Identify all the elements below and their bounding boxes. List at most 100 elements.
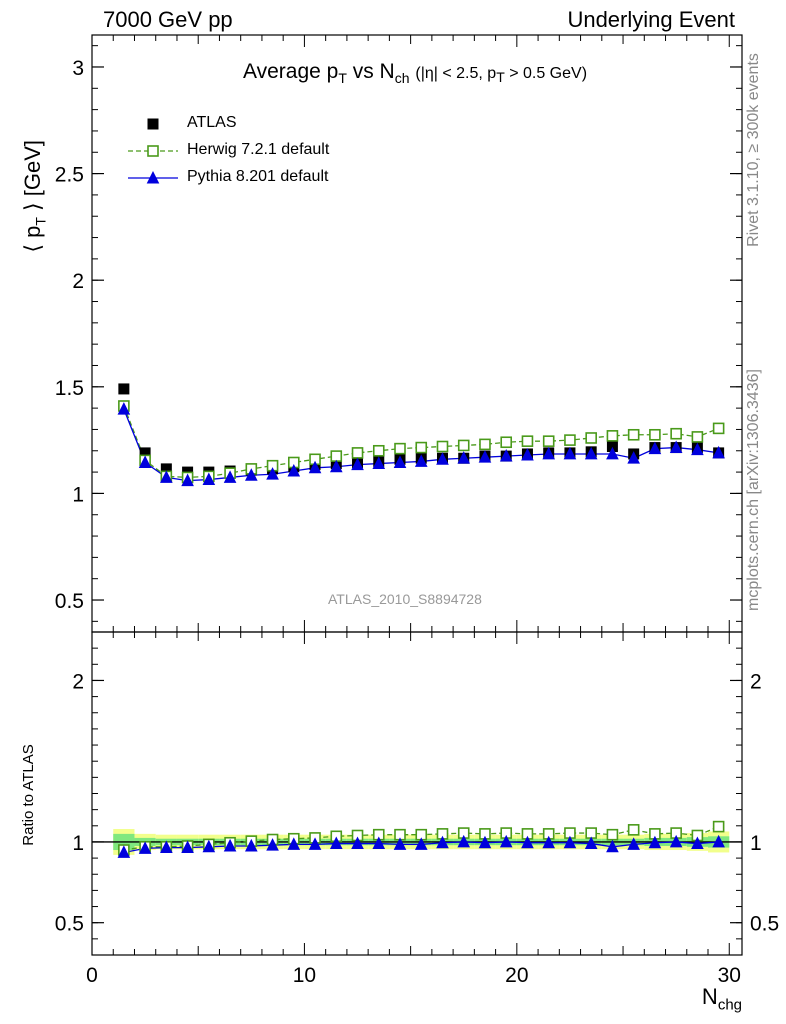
herwig-point xyxy=(479,438,491,451)
lower-ytick-label-right: 0.5 xyxy=(750,913,779,936)
pythia-point xyxy=(691,442,704,456)
pythia-point xyxy=(712,445,725,459)
legend-marker-atlas xyxy=(147,118,159,130)
pythia-point xyxy=(414,454,428,467)
ratio-pythia-point xyxy=(414,837,428,850)
upper-ytick-label: 2.5 xyxy=(55,164,84,187)
ratio-panel: 0.5 0.51 12 20 10 20 30 xyxy=(55,631,779,987)
pythia-point xyxy=(223,470,237,483)
analysis-category: Underlying Event xyxy=(567,7,735,32)
pythia-point xyxy=(499,449,513,462)
ratio-pythia-point xyxy=(669,834,683,848)
herwig-point xyxy=(372,444,385,457)
pythia-point xyxy=(627,451,640,464)
x-tick-label: 20 xyxy=(505,964,528,987)
upper-ytick-label: 3 xyxy=(72,57,84,80)
x-tick-label: 0 xyxy=(86,964,98,987)
ratio-pythia-point xyxy=(181,840,194,854)
ratio-pythia-point xyxy=(563,835,577,849)
upper-panel: 0.5 1 1.5 2 2.5 3 xyxy=(55,34,743,633)
ratio-pythia-point xyxy=(499,834,513,848)
pythia-point xyxy=(478,450,492,463)
ratio-pythia-point xyxy=(648,835,662,849)
pythia-point xyxy=(138,455,152,468)
x-axis-title: Nchg xyxy=(701,984,742,1014)
collision-label: 7000 GeV pp xyxy=(103,7,233,32)
ratio-pythia-point xyxy=(202,839,216,853)
herwig-point xyxy=(627,428,640,441)
herwig-point xyxy=(585,432,597,444)
pythia-point xyxy=(329,459,343,473)
pythia-point xyxy=(245,468,258,481)
herwig-point xyxy=(542,435,555,447)
ratio-herwig-point xyxy=(712,820,725,833)
ratio-pythia-point xyxy=(223,838,237,852)
pythia-point xyxy=(287,463,301,477)
ratio-pythia-point xyxy=(287,837,301,850)
herwig-point xyxy=(670,427,682,440)
pythia-point xyxy=(117,402,131,415)
ratio-pythia-point xyxy=(329,836,343,850)
ratio-pythia-point xyxy=(606,839,619,853)
herwig-point xyxy=(691,431,704,443)
legend-label-herwig: Herwig 7.2.1 default xyxy=(187,141,330,158)
x-tick-label: 10 xyxy=(293,964,316,987)
chart-title: Average pT vs Nch (|η| < 2.5, pT > 0.5 G… xyxy=(242,60,588,87)
pythia-point xyxy=(202,472,216,486)
ratio-pythia-point xyxy=(521,835,534,849)
ratio-pythia-point xyxy=(712,834,725,848)
ratio-y-axis-title: Ratio to ATLAS xyxy=(20,744,37,846)
ratio-pythia-point xyxy=(351,836,364,850)
pythia-point xyxy=(181,473,194,487)
ratio-pythia-point xyxy=(542,835,556,849)
pythia-point xyxy=(606,446,619,460)
pythia-point xyxy=(584,446,598,460)
upper-ytick-label: 1 xyxy=(72,483,84,506)
pythia-point xyxy=(308,460,322,474)
analysis-id-watermark: ATLAS_2010_S8894728 xyxy=(328,591,482,607)
legend-label-atlas: ATLAS xyxy=(187,114,237,131)
ratio-pythia-point xyxy=(436,835,449,849)
pythia-point xyxy=(351,457,364,471)
y-axis-title: ⟨ pT ⟩ [GeV] xyxy=(20,140,49,253)
ratio-herwig-point xyxy=(627,824,640,836)
legend xyxy=(128,118,178,184)
upper-ytick-label: 1.5 xyxy=(55,377,84,400)
lower-ytick-label: 2 xyxy=(72,670,84,693)
legend-marker-pythia xyxy=(146,170,160,184)
mcplots-reference-label: mcplots.cern.ch [arXiv:1306.3436] xyxy=(745,369,762,611)
pythia-point xyxy=(648,441,662,455)
ratio-pythia-point xyxy=(691,836,704,850)
atlas-point xyxy=(118,383,130,395)
lower-ytick-label: 0.5 xyxy=(55,913,84,936)
herwig-point xyxy=(564,434,576,446)
herwig-point xyxy=(436,440,449,453)
ratio-pythia-point xyxy=(138,841,152,854)
herwig-point xyxy=(521,435,534,447)
herwig-point xyxy=(606,430,619,442)
lower-ytick-label-right: 1 xyxy=(750,832,762,855)
ratio-pythia-point xyxy=(393,837,407,850)
pythia-point xyxy=(521,447,534,461)
herwig-point xyxy=(351,447,364,459)
herwig-point xyxy=(457,439,470,452)
ratio-herwig-point xyxy=(606,828,619,841)
pythia-point xyxy=(542,446,556,460)
ratio-pythia-point xyxy=(627,837,640,850)
pythia-point xyxy=(372,456,386,470)
ratio-pythia-point xyxy=(245,838,258,852)
pythia-point xyxy=(393,455,407,468)
herwig-point xyxy=(712,422,725,435)
x-tick-label: 30 xyxy=(718,964,741,987)
pythia-point xyxy=(436,452,449,465)
herwig-point xyxy=(500,436,513,449)
pythia-point xyxy=(160,470,173,483)
lower-frame xyxy=(91,631,743,956)
pythia-point xyxy=(563,446,577,460)
ratio-pythia-point xyxy=(372,836,386,850)
ratio-pythia-point xyxy=(266,838,279,851)
pythia-point xyxy=(457,451,471,464)
ratio-pythia-point xyxy=(117,845,131,858)
upper-ytick-label: 2 xyxy=(72,270,84,293)
